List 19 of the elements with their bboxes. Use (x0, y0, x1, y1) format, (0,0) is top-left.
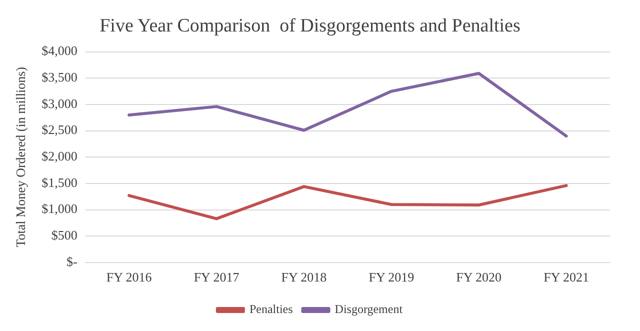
y-tick-label: $1,000 (42, 201, 78, 216)
x-tick-label: FY 2016 (106, 270, 152, 285)
y-tick-label: $2,500 (42, 122, 78, 138)
chart-title: Five Year Comparison of Disgorgements and Penalties (100, 15, 520, 36)
y-tick-label: $4,000 (42, 43, 78, 58)
x-tick-label: FY 2019 (368, 270, 414, 285)
x-tick-label: FY 2018 (281, 270, 327, 285)
legend-label: Penalties (249, 302, 294, 316)
x-tick-label: FY 2020 (456, 270, 502, 285)
x-tick-label: FY 2021 (544, 270, 589, 285)
y-tick-label: $500 (51, 227, 78, 242)
y-tick-label: $3,000 (42, 96, 78, 111)
x-tick-label: FY 2017 (194, 270, 240, 285)
y-tick-label: $- (66, 254, 78, 269)
legend-label: Disgorgement (334, 302, 404, 316)
y-tick-label: $1,500 (42, 174, 78, 190)
y-tick-label: $2,000 (42, 148, 78, 164)
y-tick-label: $3,500 (42, 70, 78, 85)
y-axis-title: Total Money Ordered (in millions) (13, 66, 28, 248)
